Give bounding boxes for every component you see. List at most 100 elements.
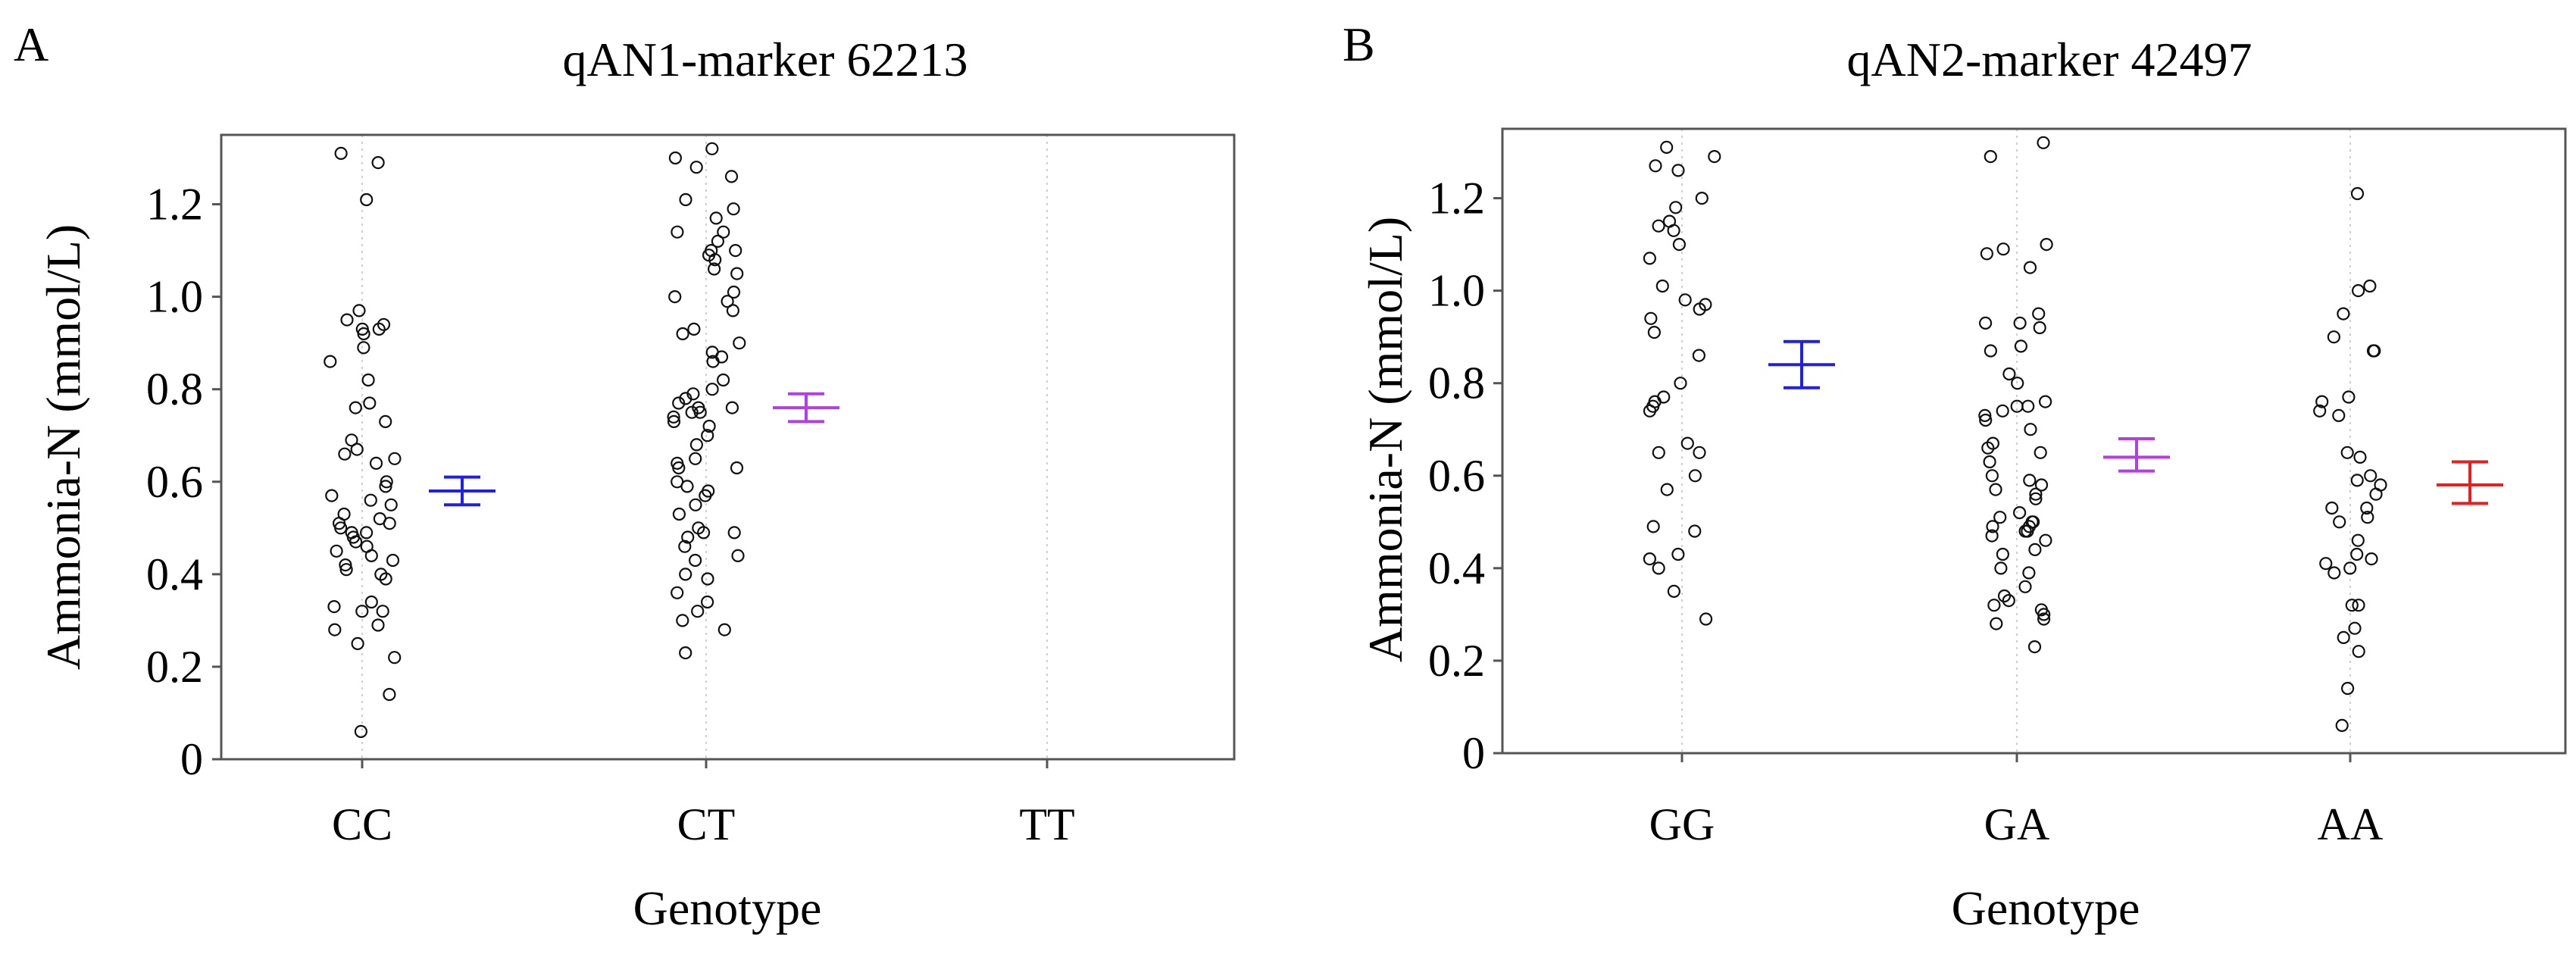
data-point (679, 646, 692, 660)
data-point (667, 410, 680, 424)
data-point (676, 327, 689, 341)
data-point (376, 605, 389, 618)
data-point (1678, 293, 1692, 307)
data-point (325, 489, 339, 502)
data-point (2332, 408, 2346, 423)
data-point (700, 595, 714, 609)
data-point (2325, 501, 2339, 515)
data-point (1652, 561, 1665, 575)
data-point (2002, 593, 2015, 608)
y-tick-label: 0.6 (146, 457, 203, 507)
data-point (716, 373, 730, 387)
data-point (1646, 520, 1660, 533)
data-point (2027, 640, 2042, 654)
data-point (357, 327, 370, 341)
data-point (1667, 584, 1680, 599)
data-point (1680, 436, 1694, 450)
data-point (2333, 515, 2346, 529)
data-point (1984, 344, 1997, 358)
data-point (338, 447, 352, 461)
data-point (1647, 326, 1661, 339)
data-point (691, 605, 705, 618)
data-point (667, 414, 681, 429)
data-point (2034, 478, 2049, 492)
data-point (1997, 589, 2012, 603)
data-point (2340, 446, 2354, 459)
y-tick-label: 1.0 (1428, 266, 1485, 316)
data-point (2341, 681, 2355, 696)
x-axis-ticks: GG GA AA (1649, 753, 2383, 849)
data-point (2364, 469, 2377, 483)
data-point (360, 526, 374, 539)
data-point (1979, 316, 1993, 330)
data-point (2352, 599, 2365, 612)
data-point (2363, 279, 2377, 293)
data-point (369, 456, 383, 471)
data-point (707, 262, 721, 276)
data-point (2342, 390, 2356, 404)
data-point (689, 498, 702, 511)
data-point (672, 396, 686, 410)
data-point (705, 142, 719, 155)
data-point (1655, 279, 1669, 293)
data-point (2315, 395, 2329, 408)
data-point (339, 558, 352, 572)
data-point (2039, 533, 2052, 547)
data-point (2361, 511, 2374, 524)
data-point (1985, 469, 1999, 483)
data-point (379, 414, 392, 429)
data-point (1649, 159, 1662, 173)
data-point (2011, 377, 2024, 390)
data-point (726, 304, 740, 317)
data-point (2369, 487, 2383, 501)
data-point (1978, 408, 1992, 423)
data-point (2352, 284, 2365, 298)
data-point (1695, 192, 1708, 205)
x-tick-label: CT (677, 799, 736, 849)
data-point (355, 605, 369, 618)
data-point (2037, 612, 2051, 626)
data-point (676, 614, 689, 627)
x-tick-label: GG (1649, 799, 1715, 849)
data-point (2010, 399, 2024, 413)
data-point (388, 452, 402, 465)
data-point (714, 350, 729, 364)
data-point (1993, 511, 2007, 524)
chart-title: qAN2-marker 42497 (1847, 33, 2252, 86)
y-tick-label: 0 (1462, 728, 1485, 778)
y-tick-label: 0.4 (1428, 543, 1485, 593)
data-point (1669, 201, 1683, 214)
y-tick-label: 1.0 (146, 272, 203, 322)
data-point (2335, 718, 2349, 733)
data-point (1688, 469, 1702, 483)
data-point (679, 568, 692, 581)
data-point (668, 290, 682, 304)
data-point (328, 623, 342, 636)
x-tick-label: CC (332, 799, 392, 849)
panel-a: A qAN1-marker 62213 00.20.40.60.81.01.2 … (14, 17, 1236, 935)
data-point (383, 687, 396, 702)
data-point (701, 429, 714, 443)
data-point (2345, 599, 2359, 612)
data-point (730, 461, 744, 475)
data-point (1989, 483, 2002, 496)
data-point (701, 572, 714, 586)
data-point (364, 595, 378, 609)
grid-lines (1681, 129, 2351, 753)
data-point (706, 355, 720, 368)
y-tick-label: 0.6 (1428, 451, 1485, 501)
data-point (1996, 242, 2010, 256)
y-tick-label: 0.2 (146, 642, 203, 692)
data-point (377, 317, 391, 331)
data-point (1708, 150, 1721, 164)
data-point (364, 493, 377, 507)
data-point (2365, 552, 2378, 566)
data-point (1996, 404, 2009, 418)
x-tick-label: TT (1019, 799, 1074, 849)
y-tick-label: 0.8 (1428, 358, 1485, 408)
data-point (2037, 608, 2051, 621)
data-point (2013, 505, 2027, 520)
data-point (678, 539, 692, 553)
data-point (721, 295, 734, 308)
mean-error-bars (1768, 339, 2503, 505)
